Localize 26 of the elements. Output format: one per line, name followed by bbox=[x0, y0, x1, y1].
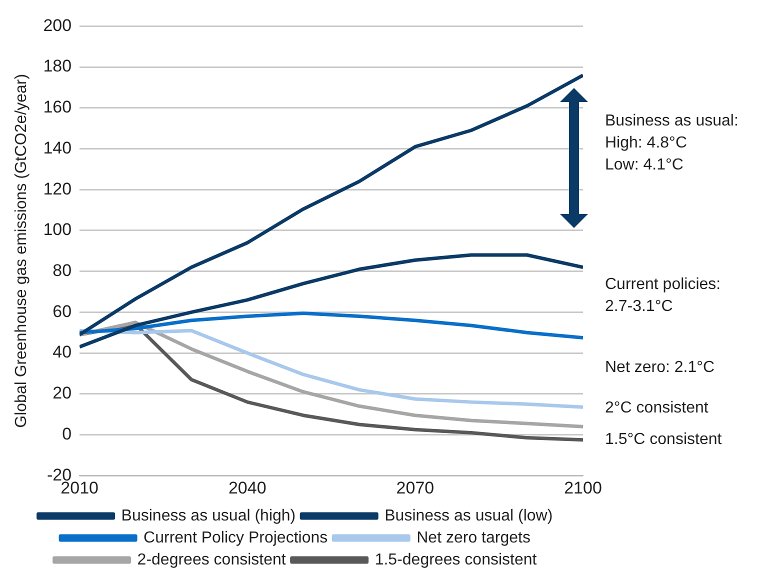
y-tick-label: 40 bbox=[52, 342, 72, 362]
legend-label: Net zero targets bbox=[416, 529, 530, 546]
y-tick-label: 200 bbox=[43, 16, 72, 35]
y-tick-label: 80 bbox=[52, 261, 72, 280]
text: Net zero: 2.1°C bbox=[605, 359, 715, 376]
legend-label: Business as usual (low) bbox=[384, 507, 553, 524]
text: Business as usual: High: 4.8°C Low: 4.1°C bbox=[605, 112, 738, 174]
x-tick-label: 2100 bbox=[564, 478, 602, 498]
y-tick-label: 140 bbox=[43, 138, 72, 158]
text: 2°C consistent bbox=[605, 400, 709, 417]
y-tick-label: 180 bbox=[43, 56, 72, 76]
x-tick-label: 2070 bbox=[396, 478, 434, 498]
legend-label: 2-degrees consistent bbox=[137, 551, 286, 568]
x-tick-label: 2040 bbox=[228, 478, 266, 498]
y-tick-label: 0 bbox=[62, 424, 72, 444]
y-tick-label: 120 bbox=[43, 179, 72, 198]
text: Current policies: 2.7-3.1°C bbox=[605, 276, 721, 316]
legend-label: 1.5-degrees consistent bbox=[374, 551, 538, 568]
y-tick-label: 20 bbox=[52, 384, 72, 403]
legend-label: Current Policy Projections bbox=[144, 529, 328, 546]
y-axis-title: Global Greenhouse gas emissions (GtCO2e/year) bbox=[13, 74, 30, 428]
y-tick-label: 60 bbox=[52, 302, 72, 321]
y-tick-label: 100 bbox=[43, 220, 72, 240]
legend-label: Business as usual (high) bbox=[121, 507, 296, 524]
y-tick-label: 160 bbox=[43, 98, 72, 117]
text: 1.5°C consistent bbox=[605, 431, 722, 448]
